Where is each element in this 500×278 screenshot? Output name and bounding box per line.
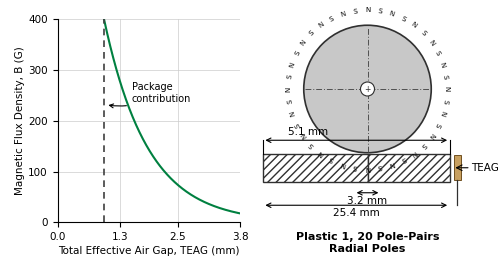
Text: N: N: [286, 86, 292, 92]
Text: S: S: [308, 141, 316, 148]
Text: N: N: [427, 39, 435, 47]
Text: S: S: [442, 99, 448, 104]
Text: Package
contribution: Package contribution: [110, 82, 192, 108]
Text: S: S: [442, 74, 448, 79]
Text: N: N: [410, 21, 418, 29]
Text: S: S: [420, 141, 427, 148]
Text: N: N: [340, 160, 346, 168]
Text: S: S: [286, 74, 293, 79]
Text: S: S: [352, 8, 358, 14]
Bar: [368, 154, 450, 182]
Bar: [454, 155, 461, 180]
Y-axis label: Magnetic Flux Density, B (G): Magnetic Flux Density, B (G): [16, 46, 26, 195]
Text: N: N: [444, 86, 449, 92]
Text: N: N: [438, 61, 446, 68]
Text: 25.4 mm: 25.4 mm: [333, 208, 380, 218]
Text: N: N: [388, 11, 396, 18]
Text: Plastic 1, 20 Pole-Pairs
Radial Poles: Plastic 1, 20 Pole-Pairs Radial Poles: [296, 232, 440, 254]
X-axis label: Total Effective Air Gap, TEAG (mm): Total Effective Air Gap, TEAG (mm): [58, 246, 240, 256]
Text: N: N: [300, 39, 308, 47]
Circle shape: [304, 25, 431, 153]
Text: N: N: [438, 110, 446, 117]
Text: S: S: [308, 30, 316, 37]
Text: N: N: [427, 131, 435, 139]
Text: S: S: [294, 50, 301, 56]
Text: N: N: [365, 165, 370, 171]
Text: S: S: [286, 99, 293, 104]
Text: N: N: [340, 11, 346, 18]
Text: S: S: [400, 155, 406, 163]
Text: S: S: [377, 8, 382, 14]
Text: 3.2 mm: 3.2 mm: [348, 196, 388, 206]
Text: S: S: [434, 121, 442, 128]
Text: N: N: [388, 160, 396, 168]
Text: N: N: [289, 110, 296, 117]
Text: N: N: [318, 149, 325, 157]
Text: S: S: [434, 50, 442, 56]
Text: N: N: [365, 7, 370, 13]
Text: S: S: [377, 163, 382, 170]
Text: TEAG: TEAG: [471, 163, 499, 173]
Text: N: N: [318, 21, 325, 29]
Text: S: S: [420, 30, 427, 37]
Bar: [262, 154, 368, 182]
Text: N: N: [410, 149, 418, 157]
Text: S: S: [400, 15, 406, 23]
Text: S: S: [328, 15, 335, 23]
Text: 5.1 mm: 5.1 mm: [288, 127, 328, 137]
Text: N: N: [300, 131, 308, 139]
Text: +: +: [364, 85, 370, 93]
Text: S: S: [328, 155, 335, 163]
Text: S: S: [352, 163, 358, 170]
Text: N: N: [289, 61, 296, 68]
Circle shape: [360, 82, 374, 96]
Text: S: S: [294, 121, 301, 128]
